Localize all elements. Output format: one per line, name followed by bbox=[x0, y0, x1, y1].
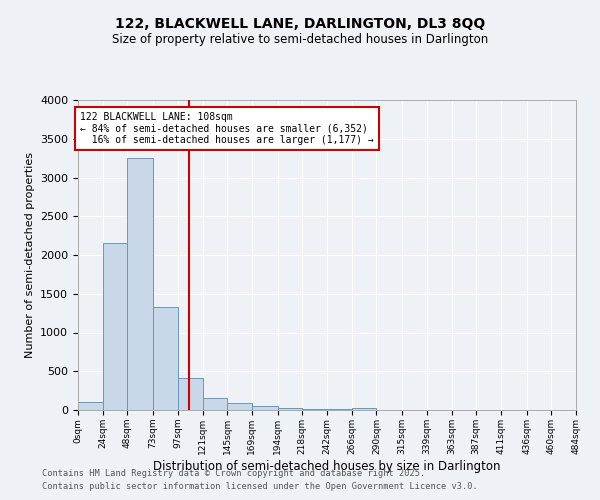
Text: 122 BLACKWELL LANE: 108sqm
← 84% of semi-detached houses are smaller (6,352)
  1: 122 BLACKWELL LANE: 108sqm ← 84% of semi… bbox=[80, 112, 374, 145]
Bar bbox=[153, 307, 178, 410]
Text: Size of property relative to semi-detached houses in Darlington: Size of property relative to semi-detach… bbox=[112, 32, 488, 46]
Bar bbox=[103, 244, 127, 410]
Bar bbox=[178, 378, 203, 410]
Bar bbox=[278, 408, 302, 410]
Bar bbox=[327, 409, 352, 410]
Bar bbox=[127, 158, 153, 410]
Bar bbox=[203, 398, 227, 410]
X-axis label: Distribution of semi-detached houses by size in Darlington: Distribution of semi-detached houses by … bbox=[153, 460, 501, 472]
Text: 122, BLACKWELL LANE, DARLINGTON, DL3 8QQ: 122, BLACKWELL LANE, DARLINGTON, DL3 8QQ bbox=[115, 18, 485, 32]
Bar bbox=[302, 409, 327, 410]
Y-axis label: Number of semi-detached properties: Number of semi-detached properties bbox=[25, 152, 35, 358]
Bar bbox=[78, 402, 103, 410]
Bar bbox=[227, 403, 252, 410]
Text: Contains public sector information licensed under the Open Government Licence v3: Contains public sector information licen… bbox=[42, 482, 478, 491]
Bar bbox=[252, 406, 278, 410]
Bar bbox=[352, 408, 376, 410]
Text: Contains HM Land Registry data © Crown copyright and database right 2025.: Contains HM Land Registry data © Crown c… bbox=[42, 468, 425, 477]
